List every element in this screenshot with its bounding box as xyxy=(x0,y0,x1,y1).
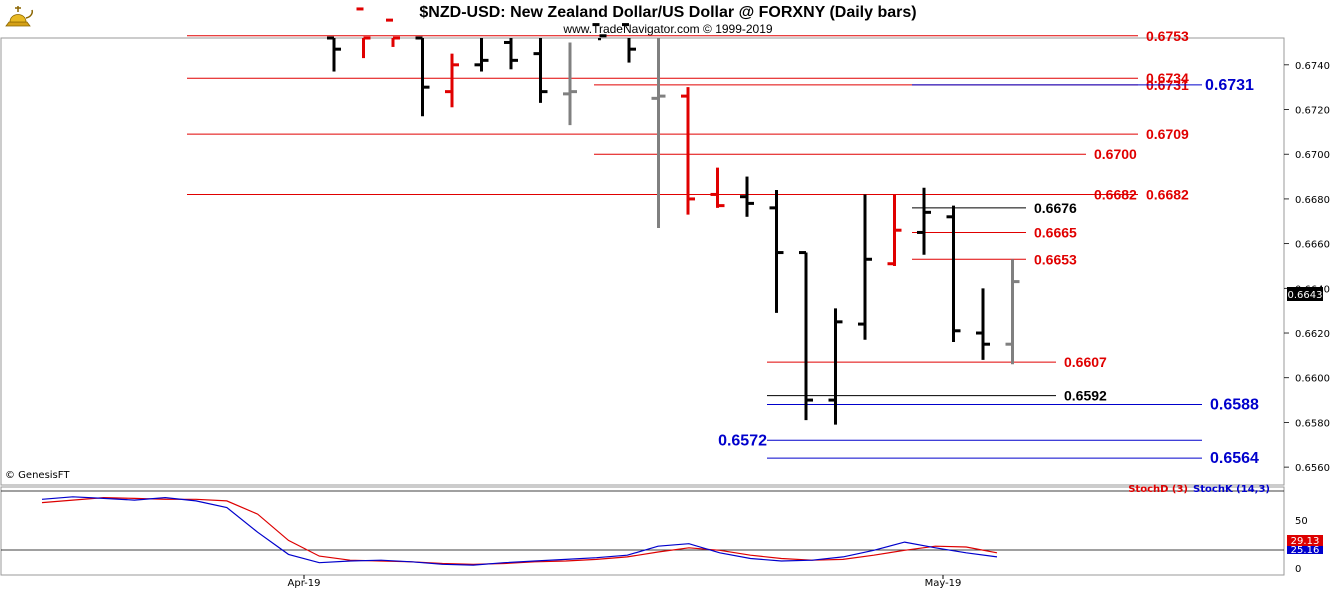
ohlc-bar xyxy=(858,194,872,340)
logo xyxy=(5,6,33,27)
price-axis: 0.67400.67200.67000.66800.66600.66400.66… xyxy=(1284,61,1330,474)
stochd-legend: StochD (3) xyxy=(1128,484,1188,495)
stochk-legend: StochK (14,3) xyxy=(1193,484,1270,495)
y-tick-label: 0.6620 xyxy=(1295,329,1330,340)
level-label: 0.6607 xyxy=(1064,354,1107,370)
price-panel xyxy=(0,37,1285,486)
stochk-last-label: 25.16 xyxy=(1291,545,1320,556)
ohlc-bar xyxy=(710,167,725,208)
level-label: 0.6682 xyxy=(1094,186,1137,202)
ohlc-bar xyxy=(681,87,695,215)
chart-title: $NZD-USD: New Zealand Dollar/US Dollar @… xyxy=(419,4,916,21)
genie-lamp-icon xyxy=(5,6,33,27)
y-tick-label: 0.6660 xyxy=(1295,240,1330,251)
ohlc-bar xyxy=(592,23,607,41)
x-label-apr: Apr-19 xyxy=(288,578,321,589)
last-price-tag: 0.6643 xyxy=(1287,287,1323,301)
ohlc-bar xyxy=(917,187,931,255)
ohlc-bar xyxy=(533,38,548,103)
y-tick-label: 0.6720 xyxy=(1295,106,1330,117)
price-bars xyxy=(327,7,1020,425)
y-tick-label: 0.6700 xyxy=(1295,150,1330,161)
ohlc-bar xyxy=(799,251,813,421)
y-tick-label: 0.6580 xyxy=(1295,418,1330,429)
stoch-tick-0: 0 xyxy=(1295,564,1301,575)
x-label-may: May-19 xyxy=(925,578,962,589)
ohlc-bar xyxy=(828,308,843,425)
level-label: 0.6753 xyxy=(1146,28,1189,44)
level-label: 0.6734 xyxy=(1146,70,1189,86)
ohlc-bar xyxy=(651,38,666,228)
level-label: 0.6588 xyxy=(1210,397,1259,414)
stoch-series-line xyxy=(41,496,998,565)
ohlc-bar xyxy=(474,38,489,72)
level-label: 0.6700 xyxy=(1094,146,1137,162)
level-label: 0.6592 xyxy=(1064,388,1107,404)
level-label: 0.6665 xyxy=(1034,224,1077,240)
level-label: 0.6676 xyxy=(1034,200,1077,216)
stoch-tick-50: 50 xyxy=(1295,516,1308,527)
ohlc-bar xyxy=(504,38,518,70)
ohlc-bar xyxy=(622,23,636,63)
y-tick-label: 0.6600 xyxy=(1295,374,1330,385)
stochd-last-label: 29.13 xyxy=(1291,536,1320,547)
ohlc-bar xyxy=(887,194,902,266)
last-price-label: 0.6643 xyxy=(1288,290,1323,301)
ohlc-bar xyxy=(769,189,784,313)
ohlc-bar xyxy=(445,53,459,108)
ohlc-bar xyxy=(386,18,400,47)
chart-subtitle: www.TradeNavigator.com © 1999-2019 xyxy=(562,22,772,36)
level-label: 0.6653 xyxy=(1034,251,1077,267)
y-tick-label: 0.6560 xyxy=(1295,463,1330,474)
ohlc-bar xyxy=(946,205,961,342)
y-tick-label: 0.6680 xyxy=(1295,195,1330,206)
copyright-label: © GenesisFT xyxy=(5,470,70,481)
ohlc-bar xyxy=(415,36,430,117)
ohlc-bar xyxy=(1005,259,1020,365)
stoch-lines xyxy=(41,496,998,566)
ohlc-bar xyxy=(563,42,577,126)
level-label: 0.6682 xyxy=(1146,186,1189,202)
level-label: 0.6564 xyxy=(1210,450,1259,467)
level-label: 0.6572 xyxy=(718,432,767,449)
ohlc-bar xyxy=(976,288,990,360)
ohlc-bar xyxy=(356,7,371,59)
y-tick-label: 0.6740 xyxy=(1295,61,1330,72)
level-label: 0.6731 xyxy=(1205,77,1254,94)
stoch-last-tags: 25.16 29.13 xyxy=(1287,535,1323,556)
stoch-series-line xyxy=(41,496,998,566)
level-label: 0.6709 xyxy=(1146,126,1189,142)
ohlc-bar xyxy=(740,176,754,217)
ohlc-bar xyxy=(327,36,341,72)
